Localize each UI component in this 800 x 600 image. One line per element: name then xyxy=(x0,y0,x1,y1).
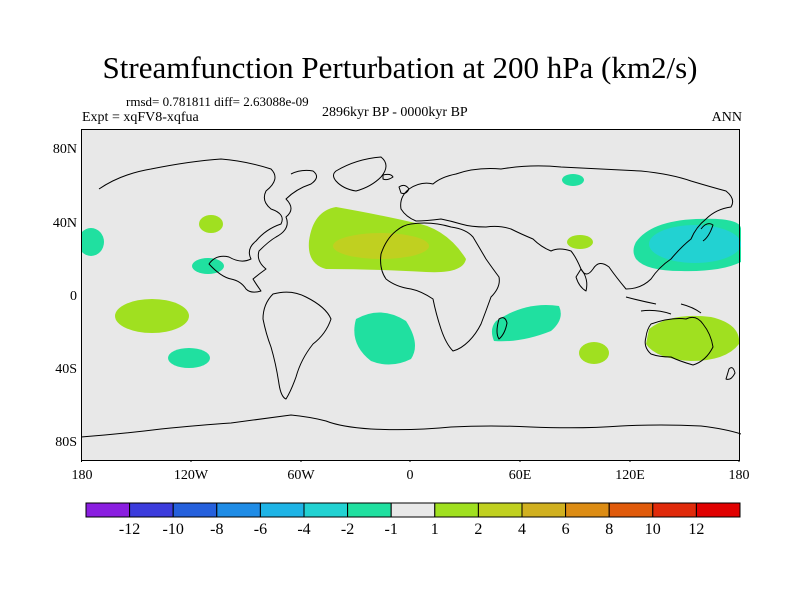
x-tick-label: 180 xyxy=(728,468,750,483)
coastline-australia xyxy=(644,316,714,366)
coastline-africa xyxy=(380,222,500,352)
plot-title: Streamfunction Perturbation at 200 hPa (… xyxy=(102,50,698,85)
x-tick-label: 60W xyxy=(287,468,315,483)
colorbar-swatch xyxy=(172,502,218,518)
ocean-background xyxy=(81,129,740,461)
colorbar-swatch xyxy=(565,502,610,518)
coastline-north-america xyxy=(98,158,317,293)
coastline-maritime-continent xyxy=(625,296,702,315)
x-tick-label: 60E xyxy=(508,468,532,483)
coastline-madagascar xyxy=(496,317,508,340)
anomaly-negative-region xyxy=(562,174,584,186)
colorbar-label: 8 xyxy=(605,521,613,538)
colorbar-swatch xyxy=(303,502,349,518)
colorbar-swatch xyxy=(652,502,697,518)
colorbar-label: 10 xyxy=(645,521,661,538)
colorbar-label: -1 xyxy=(385,521,398,538)
colorbar-label: -10 xyxy=(163,521,184,538)
colorbar-swatch xyxy=(347,502,392,518)
colorbar-label: -4 xyxy=(297,521,310,538)
colorbar-swatch xyxy=(477,502,523,518)
x-tick-label: 0 xyxy=(406,468,414,483)
anomaly-positive-region xyxy=(646,315,740,361)
anomaly-negative-region xyxy=(168,348,210,368)
anomaly-negative-region xyxy=(491,305,561,342)
x-tick-label: 120E xyxy=(615,468,645,483)
anomaly-positive-core xyxy=(333,233,429,259)
x-tick-label: 180 xyxy=(71,468,93,483)
experiment-label: Expt = xqFV8-xqfua xyxy=(82,110,199,125)
map-panel xyxy=(81,129,741,462)
anomaly-negative-core xyxy=(649,225,741,263)
coastline-south-america xyxy=(262,291,332,400)
colorbar-swatch xyxy=(434,502,479,518)
coastline-iceland xyxy=(382,173,394,181)
y-tick-label: 80N xyxy=(52,142,77,157)
colorbar-swatch xyxy=(129,502,174,518)
coastline-british-isles xyxy=(398,184,410,194)
anomaly-negative-region xyxy=(81,228,104,256)
x-tick-label: 120W xyxy=(173,468,209,483)
y-tick-label: 40N xyxy=(52,216,77,231)
coastline xyxy=(81,156,741,438)
anomaly-positive-region xyxy=(115,299,189,333)
colorbar-swatch xyxy=(695,502,741,518)
coastline-antarctica xyxy=(81,414,741,438)
colorbar-labels: -12 -10 -8 -6 -4 -2 -1 1 2 4 6 8 10 12 xyxy=(119,521,704,538)
colorbar-label: 1 xyxy=(431,521,439,538)
anomaly-negative-region xyxy=(192,258,224,274)
stats-label: rmsd= 0.781811 diff= 2.63088e-09 xyxy=(126,94,309,109)
colorbar-swatch xyxy=(85,502,131,518)
colorbar-swatch xyxy=(216,502,261,518)
colorbar-label: 6 xyxy=(562,521,570,538)
colorbar-label: 12 xyxy=(688,521,704,538)
colorbar-swatch xyxy=(521,502,567,518)
coastline-eurasia xyxy=(400,165,734,290)
colorbar-label: -6 xyxy=(254,521,267,538)
anomaly-positive-region xyxy=(579,342,609,364)
colorbar-label: -12 xyxy=(119,521,140,538)
colorbar-label: 4 xyxy=(518,521,526,538)
coastline-greenland xyxy=(333,156,387,192)
colorbar-label: -2 xyxy=(341,521,354,538)
y-tick-label: 80S xyxy=(55,435,77,450)
map-frame xyxy=(81,129,740,461)
y-tick-label: 40S xyxy=(55,362,77,377)
anomaly-positive-region xyxy=(567,235,593,249)
season-label: ANN xyxy=(711,110,742,125)
colorbar-label: 2 xyxy=(474,521,482,538)
colorbar-swatch xyxy=(390,502,436,518)
contour-anomaly-regions xyxy=(81,174,741,368)
y-tick-label: 0 xyxy=(70,289,77,304)
coastline-japan xyxy=(700,223,714,242)
coastline-india xyxy=(575,268,588,292)
coastline-new-zealand xyxy=(725,367,736,380)
colorbar-swatch xyxy=(608,502,654,518)
colorbar-boxes xyxy=(85,502,741,518)
anomaly-negative-region xyxy=(354,312,415,365)
colorbar-swatch xyxy=(259,502,305,518)
period-label: 2896kyr BP - 0000kyr BP xyxy=(322,105,468,120)
anomaly-positive-region xyxy=(199,215,223,233)
colorbar-label: -8 xyxy=(210,521,223,538)
